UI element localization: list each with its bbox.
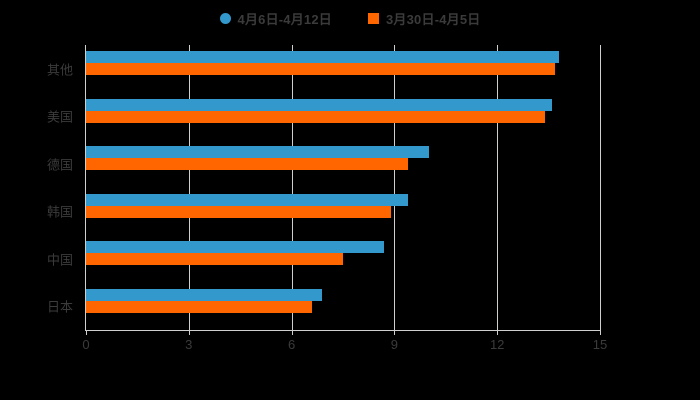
x-axis-line <box>85 330 601 331</box>
legend-item-series-1[interactable]: 4月6日-4月12日 <box>219 9 332 28</box>
bar-series-2[interactable] <box>86 110 546 123</box>
bar-series-2[interactable] <box>86 253 343 265</box>
bar-series-1[interactable] <box>86 146 429 158</box>
bar-series-2[interactable] <box>86 205 391 218</box>
bar-series-1[interactable] <box>86 98 553 111</box>
x-tick-label: 15 <box>592 337 608 352</box>
x-tick-label: 0 <box>82 337 90 352</box>
gridline <box>497 45 499 330</box>
y-axis-category-label: 韩国 <box>46 204 73 220</box>
bar-group: 德国 <box>47 140 600 188</box>
bar-series-2[interactable] <box>86 300 313 313</box>
x-tick-label: 3 <box>185 337 193 352</box>
bar-group: 美国 <box>47 93 600 141</box>
bar-series-1[interactable] <box>86 241 385 253</box>
y-axis-category-label: 其他 <box>46 62 73 78</box>
x-tick-label: 12 <box>489 337 505 352</box>
legend-item-series-2[interactable]: 3月30日-4月5日 <box>368 9 480 28</box>
bar-series-1[interactable] <box>86 193 409 206</box>
bar-group: 日本 <box>47 283 600 331</box>
bar-series-1[interactable] <box>86 288 323 301</box>
bar-group: 其他 <box>47 45 600 93</box>
bar-group: 韩国 <box>47 188 600 236</box>
x-tick-label: 6 <box>287 337 296 352</box>
y-axis-category-label: 中国 <box>46 252 73 268</box>
circle-marker-icon <box>219 12 231 24</box>
x-tick-mark <box>188 330 190 335</box>
gridline <box>600 45 601 330</box>
legend-label-series-1: 4月6日-4月12日 <box>237 11 332 27</box>
x-tick-mark <box>600 330 601 335</box>
y-axis-category-label: 日本 <box>46 299 73 315</box>
x-tick-mark <box>497 330 499 335</box>
x-tick-mark <box>394 330 396 335</box>
bar-series-2[interactable] <box>86 158 409 170</box>
gridline <box>188 45 190 330</box>
legend-label-series-2: 3月30日-4月5日 <box>386 11 481 27</box>
gridline <box>291 45 293 330</box>
bar-series-2[interactable] <box>86 63 556 75</box>
y-axis-category-label: 美国 <box>46 109 73 125</box>
plot-area: 0 3 6 9 12 15 其他美国德国韩国中国日本 <box>47 45 607 352</box>
x-tick-mark <box>291 330 293 335</box>
x-tick-label: 9 <box>390 337 399 352</box>
y-axis-category-label: 德国 <box>46 157 73 173</box>
chart-legend: 4月6日-4月12日 3月30日-4月5日 <box>0 8 700 28</box>
square-marker-icon <box>368 12 379 24</box>
bar-group: 中国 <box>47 235 600 283</box>
gridline <box>394 45 396 330</box>
x-tick-mark <box>86 330 87 335</box>
y-axis-line <box>85 45 86 330</box>
bar-series-1[interactable] <box>86 51 559 63</box>
